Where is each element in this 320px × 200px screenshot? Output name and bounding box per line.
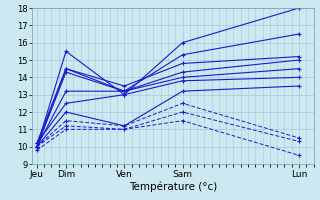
X-axis label: Température (°c): Température (°c) [129,181,217,192]
